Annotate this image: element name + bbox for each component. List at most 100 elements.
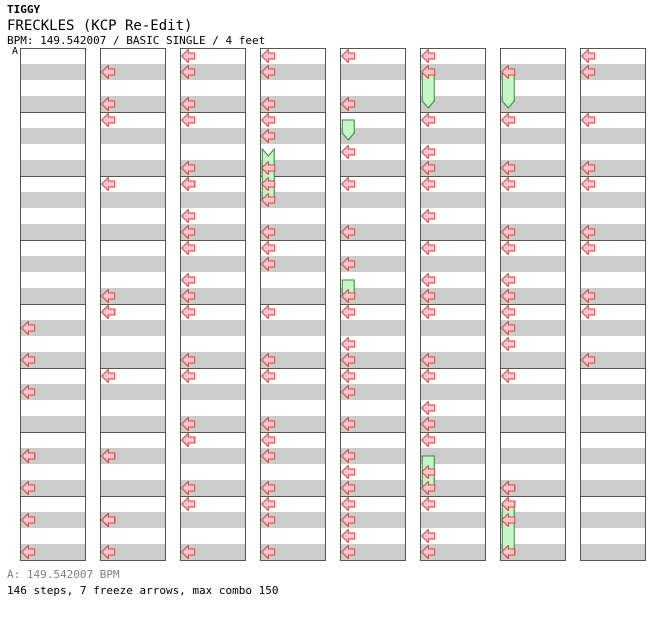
beat-stripe [580, 544, 646, 560]
step-arrow-left [181, 177, 196, 191]
step-arrow-left [101, 545, 116, 559]
step-arrow-left [421, 545, 436, 559]
step-arrow-left [181, 289, 196, 303]
step-arrow-left [261, 417, 276, 431]
beat-stripe [20, 416, 86, 432]
beat-stripe [20, 160, 86, 176]
step-arrow-left [501, 513, 516, 527]
step-arrow-left [261, 129, 276, 143]
beat-stripe [260, 128, 326, 144]
beat-stripe [100, 256, 166, 272]
step-arrow-left [581, 113, 596, 127]
beat-stripe [500, 256, 566, 272]
beat-stripe [500, 384, 566, 400]
beat-stripe [180, 480, 246, 496]
step-arrow-left [261, 305, 276, 319]
beat-stripe [100, 416, 166, 432]
step-arrow-left [581, 305, 596, 319]
beat-stripe [180, 160, 246, 176]
beat-stripe [180, 416, 246, 432]
measure-border [180, 496, 246, 561]
beat-stripe [20, 448, 86, 464]
beat-stripe [260, 224, 326, 240]
beat-stripe [180, 192, 246, 208]
step-arrow-left [101, 177, 116, 191]
step-arrow-left [261, 513, 276, 527]
step-arrow-left [421, 49, 436, 63]
beat-stripe [20, 96, 86, 112]
bpm-marker-label: A [12, 46, 19, 57]
step-arrow-left [181, 369, 196, 383]
step-arrow-left [261, 433, 276, 447]
step-arrow-left [341, 49, 356, 63]
step-arrow-left [181, 497, 196, 511]
beat-stripe [100, 544, 166, 560]
step-arrow-left [101, 65, 116, 79]
beat-stripe [340, 160, 406, 176]
step-arrow-left [501, 65, 516, 79]
beat-stripe [580, 192, 646, 208]
step-arrow-left [501, 321, 516, 335]
beat-stripe [260, 64, 326, 80]
beat-stripe [580, 224, 646, 240]
beat-stripe [100, 192, 166, 208]
beat-stripe [500, 224, 566, 240]
beat-stripe [420, 160, 486, 176]
beat-stripe [100, 384, 166, 400]
step-arrow-left [21, 321, 36, 335]
step-arrow-left [421, 305, 436, 319]
step-arrow-left [421, 497, 436, 511]
step-arrow-left [421, 417, 436, 431]
step-arrow-left [421, 145, 436, 159]
beat-stripe [340, 256, 406, 272]
measure-border [20, 496, 86, 561]
beat-stripe [260, 512, 326, 528]
beat-stripe [100, 160, 166, 176]
step-arrow-left [341, 145, 356, 159]
beat-stripe [340, 448, 406, 464]
step-arrow-left [261, 177, 276, 191]
step-arrow-left [341, 353, 356, 367]
beat-stripe [500, 480, 566, 496]
beat-stripe [580, 480, 646, 496]
step-arrow-left [261, 97, 276, 111]
step-arrow-left [501, 241, 516, 255]
beat-stripe [580, 96, 646, 112]
beat-stripe [500, 288, 566, 304]
beat-stripe [340, 384, 406, 400]
beat-stripe [20, 128, 86, 144]
beat-stripe [260, 352, 326, 368]
beat-stripe [580, 448, 646, 464]
step-arrow-left [181, 97, 196, 111]
step-arrow-left [21, 449, 36, 463]
beat-stripe [580, 512, 646, 528]
beat-stripe [340, 96, 406, 112]
beat-stripe [340, 192, 406, 208]
step-arrow-left [421, 113, 436, 127]
step-arrow-left [101, 113, 116, 127]
beat-stripe [340, 288, 406, 304]
beat-stripe [180, 448, 246, 464]
beat-stripe [260, 96, 326, 112]
beat-stripe [500, 192, 566, 208]
step-arrow-left [181, 209, 196, 223]
beat-stripe [100, 512, 166, 528]
step-arrow-left [341, 449, 356, 463]
step-arrow-left [341, 481, 356, 495]
beat-stripe [580, 352, 646, 368]
step-arrow-left [101, 305, 116, 319]
step-arrow-left [261, 65, 276, 79]
beat-stripe [580, 256, 646, 272]
beat-stripe [180, 512, 246, 528]
step-arrow-left [341, 289, 356, 303]
beat-stripe [20, 256, 86, 272]
beat-stripe [260, 448, 326, 464]
step-arrow-left [261, 49, 276, 63]
beat-stripe [420, 448, 486, 464]
step-arrow-left [101, 369, 116, 383]
step-arrow-left [181, 273, 196, 287]
beat-stripe [180, 288, 246, 304]
step-arrow-left [181, 433, 196, 447]
beat-stripe [180, 544, 246, 560]
